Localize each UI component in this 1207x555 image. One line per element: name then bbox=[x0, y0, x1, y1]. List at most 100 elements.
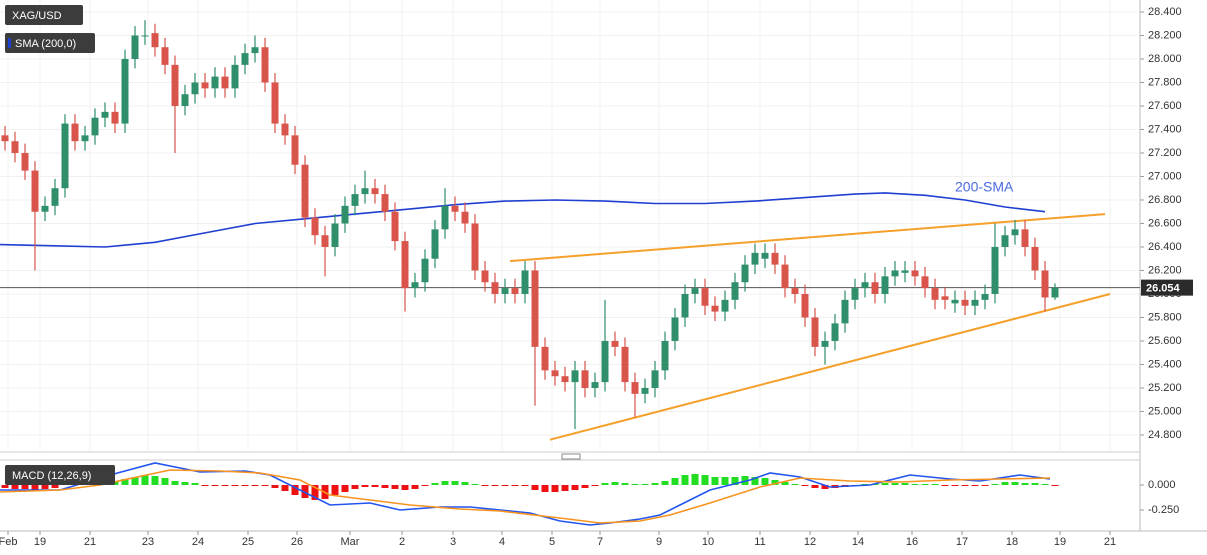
macd-histogram-bar bbox=[411, 485, 419, 489]
candle-body bbox=[111, 111, 119, 124]
candle-body bbox=[721, 299, 729, 312]
candle-body bbox=[881, 276, 889, 294]
candle-body bbox=[841, 299, 849, 324]
x-tick-label: 7 bbox=[597, 536, 603, 548]
macd-histogram-bar bbox=[671, 478, 679, 485]
macd-histogram-bar bbox=[711, 477, 719, 485]
macd-histogram-bar bbox=[181, 482, 189, 485]
macd-histogram-bar bbox=[41, 485, 49, 489]
candle-body bbox=[741, 264, 749, 283]
candle-body bbox=[731, 282, 739, 300]
macd-histogram-bar bbox=[521, 485, 529, 486]
macd-histogram-bar bbox=[11, 485, 19, 489]
candle-body bbox=[321, 235, 329, 247]
macd-histogram-bar bbox=[981, 485, 989, 486]
y-tick-label: 25.400 bbox=[1148, 358, 1182, 370]
candle-body bbox=[981, 293, 989, 300]
candle-body bbox=[821, 340, 829, 347]
macd-histogram-bar bbox=[271, 485, 279, 488]
candle-body bbox=[581, 370, 589, 388]
x-tick-label: 14 bbox=[852, 536, 864, 548]
candle-body bbox=[651, 370, 659, 388]
y-tick-label: 26.800 bbox=[1148, 194, 1182, 206]
sma-line bbox=[0, 192, 1046, 248]
y-tick-label: 27.600 bbox=[1148, 100, 1182, 112]
candle-body bbox=[101, 111, 109, 118]
macd-histogram-bar bbox=[241, 485, 249, 486]
macd-histogram-bar bbox=[171, 481, 179, 485]
macd-histogram-bar bbox=[121, 479, 129, 485]
candle-body bbox=[1001, 235, 1009, 247]
candle-body bbox=[771, 252, 779, 265]
candle-body bbox=[331, 223, 339, 247]
macd-histogram-bar bbox=[221, 485, 229, 486]
macd-histogram-bar bbox=[931, 484, 939, 485]
macd-histogram-bar bbox=[911, 484, 919, 485]
macd-histogram-bar bbox=[311, 485, 319, 500]
candle-body bbox=[191, 82, 199, 95]
macd-histogram-bar bbox=[791, 484, 799, 485]
candle-body bbox=[11, 141, 19, 153]
candle-body bbox=[141, 35, 149, 37]
macd-histogram-bar bbox=[541, 485, 549, 492]
candle-body bbox=[231, 64, 239, 89]
candle-body bbox=[1011, 229, 1019, 236]
candle-body bbox=[221, 76, 229, 89]
macd-histogram-bar bbox=[961, 485, 969, 486]
x-tick-label: Mar bbox=[341, 536, 360, 548]
candle-body bbox=[691, 288, 699, 294]
candle-body bbox=[151, 33, 159, 48]
macd-histogram-bar bbox=[461, 482, 469, 485]
macd-histogram-bar bbox=[701, 475, 709, 485]
macd-histogram-bar bbox=[1041, 484, 1049, 485]
macd-label: MACD (12,26,9) bbox=[12, 470, 91, 482]
macd-histogram-bar bbox=[481, 485, 489, 486]
macd-histogram-bar bbox=[231, 485, 239, 486]
macd-histogram-bar bbox=[661, 481, 669, 485]
macd-histogram-bar bbox=[751, 477, 759, 485]
candle-body bbox=[361, 188, 369, 195]
macd-histogram-bar bbox=[201, 485, 209, 486]
panel-handle[interactable] bbox=[561, 453, 581, 460]
candle-body bbox=[791, 288, 799, 294]
macd-histogram-bar bbox=[501, 485, 509, 486]
grid: 24.800 25.000 25.200 25.400 25.600 25.800 26.0… bbox=[0, 0, 1182, 548]
candle-body bbox=[681, 293, 689, 318]
candle-body bbox=[831, 323, 839, 341]
y-tick-label: 25.000 bbox=[1148, 405, 1182, 417]
y-tick-label: 25.600 bbox=[1148, 335, 1182, 347]
x-tick-label: 9 bbox=[656, 536, 662, 548]
y-tick-label: 25.800 bbox=[1148, 311, 1182, 323]
candle-body bbox=[851, 288, 859, 300]
candle-body bbox=[371, 188, 379, 195]
macd-histogram-bar bbox=[441, 481, 449, 485]
candle-body bbox=[661, 340, 669, 371]
macd-histogram-bar bbox=[881, 483, 889, 485]
candle-body bbox=[261, 47, 269, 83]
candle-body bbox=[351, 194, 359, 206]
candle-body bbox=[171, 64, 179, 106]
x-tick-label: 4 bbox=[499, 536, 505, 548]
macd-histogram-bar bbox=[811, 485, 819, 488]
y-tick-label: 27.800 bbox=[1148, 76, 1182, 88]
macd-histogram-bar bbox=[141, 475, 149, 485]
macd-histogram-bar bbox=[1031, 483, 1039, 485]
x-tick-label: 25 bbox=[242, 536, 254, 548]
x-tick-label: 12 bbox=[804, 536, 816, 548]
candle-body bbox=[21, 152, 29, 171]
candle-body bbox=[571, 370, 579, 383]
y-tick-label: 24.800 bbox=[1148, 429, 1182, 441]
candle-body bbox=[971, 299, 979, 306]
macd-histogram-bar bbox=[331, 485, 339, 495]
candle-body bbox=[611, 340, 619, 347]
macd-histogram-bar bbox=[1021, 483, 1029, 485]
indicator-box bbox=[5, 33, 95, 53]
candle-body bbox=[931, 288, 939, 300]
y-tick-label: 27.200 bbox=[1148, 147, 1182, 159]
candle-body bbox=[81, 135, 89, 142]
macd-histogram-bar bbox=[1051, 485, 1059, 486]
candle-body bbox=[411, 282, 419, 289]
x-tick-label: Feb bbox=[0, 536, 17, 548]
